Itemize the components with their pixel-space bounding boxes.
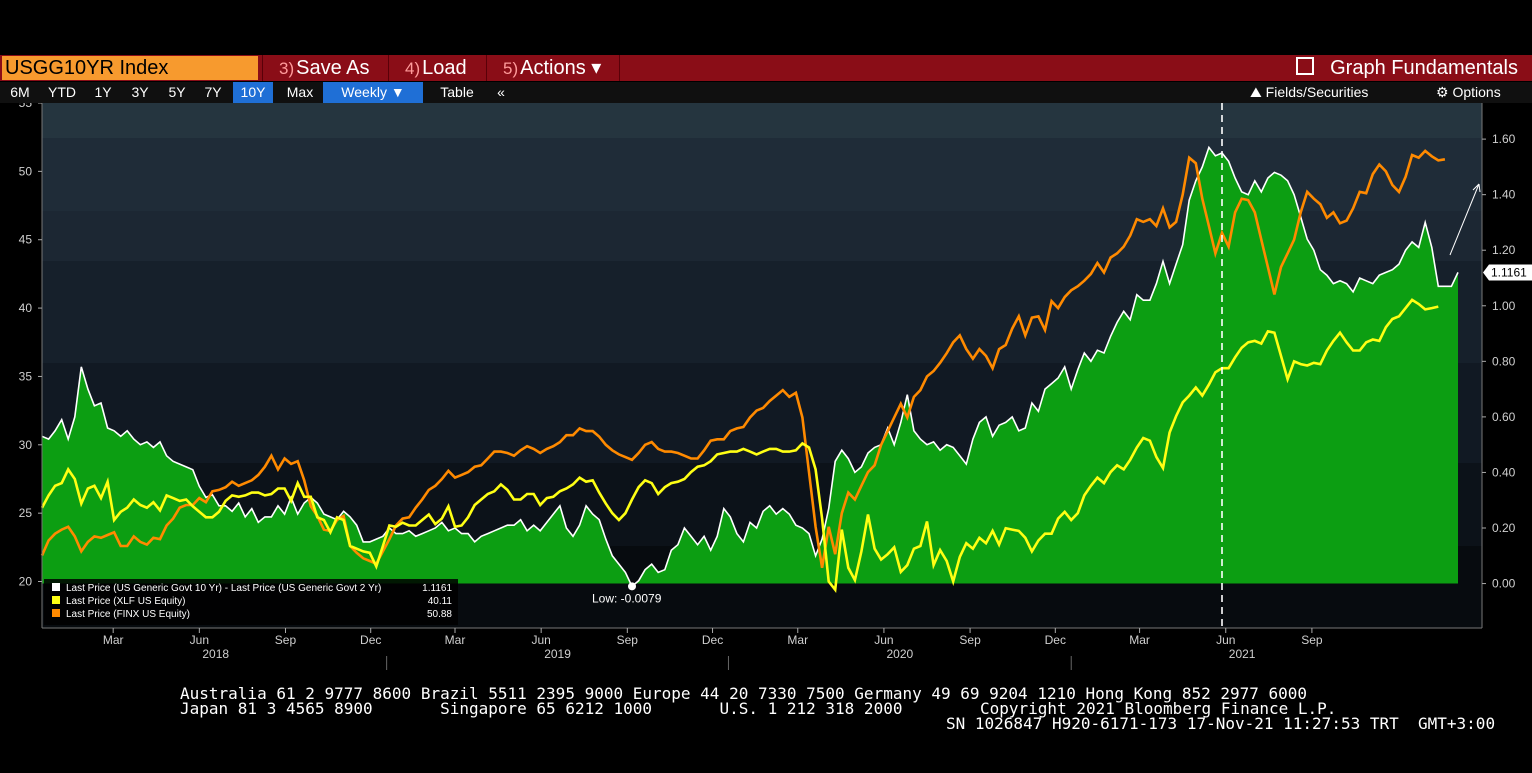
graph-fundamentals-link[interactable]: Graph Fundamentals bbox=[1296, 55, 1518, 81]
right-axis: 0.00 0.20 0.40 0.60 0.80 1.00 1.20 1.40 1.60 bbox=[1481, 103, 1516, 628]
left-tick-label: 40 bbox=[19, 301, 33, 315]
x-month-label: Sep bbox=[617, 633, 639, 647]
menu-number: 4) bbox=[405, 59, 421, 78]
fields-label: Fields/Securities bbox=[1265, 84, 1369, 100]
x-month-label: Jun bbox=[531, 633, 550, 647]
x-month-label: Jun bbox=[874, 633, 893, 647]
menu-number: 5) bbox=[503, 59, 519, 78]
left-tick-label: 50 bbox=[19, 164, 33, 178]
right-tick-label: 0.00 bbox=[1492, 577, 1516, 591]
gear-icon: ⚙ bbox=[1436, 84, 1453, 100]
left-axis: 20 25 30 35 40 45 50 55 bbox=[19, 103, 43, 628]
band bbox=[42, 103, 1482, 138]
menu-label: Load bbox=[422, 57, 467, 79]
range-ytd[interactable]: YTD bbox=[48, 84, 76, 100]
arrow-head bbox=[1472, 183, 1481, 193]
x-year-label: 2020 bbox=[886, 647, 913, 661]
finx-line bbox=[40, 149, 1446, 569]
left-tick-label: 20 bbox=[19, 575, 33, 589]
x-year-label: 2018 bbox=[202, 647, 229, 661]
chart: 20 25 30 35 40 45 50 55 0.00 0.20 0.40 0.60 0.80 1.0… bbox=[4, 103, 1532, 670]
menu-number: 3) bbox=[279, 59, 295, 78]
range-max[interactable]: Max bbox=[286, 84, 314, 100]
footer-contacts-1: Australia 61 2 9777 8600 Brazil 5511 239… bbox=[180, 684, 1308, 703]
menu-label: Actions ▾ bbox=[520, 57, 602, 79]
left-tick-label: 30 bbox=[19, 438, 33, 452]
legend-value: 50.88 bbox=[427, 609, 452, 620]
legend-swatch bbox=[52, 596, 60, 604]
save-as-button[interactable]: 3) Save As bbox=[262, 55, 386, 81]
low-dot bbox=[628, 582, 636, 591]
x-axis: Mar Jun Sep Dec Mar Jun Sep Dec Mar Jun Sep Dec Mar J… bbox=[42, 627, 1482, 670]
x-month-label: Mar bbox=[445, 633, 466, 647]
load-button[interactable]: 4) Load bbox=[388, 55, 484, 81]
fields-securities-button[interactable]: ⛰ Fields/Securities bbox=[1250, 82, 1368, 103]
legend-value: 40.11 bbox=[428, 596, 453, 607]
actions-menu[interactable]: 5) Actions ▾ bbox=[486, 55, 620, 81]
low-marker: Low: -0.0079 bbox=[592, 582, 662, 605]
x-month-label: Dec bbox=[1045, 633, 1066, 647]
graph-fundamentals-label: Graph Fundamentals bbox=[1330, 57, 1518, 79]
right-value-tag: 1.1161 bbox=[1491, 265, 1527, 279]
trend-arrow bbox=[1449, 183, 1480, 256]
legend-swatch bbox=[52, 583, 60, 591]
xlf-line bbox=[40, 298, 1439, 593]
range-10y[interactable]: 10Y bbox=[233, 82, 273, 103]
legend: Last Price (US Generic Govt 10 Yr) - Las… bbox=[44, 579, 458, 625]
left-tick-label: 55 bbox=[19, 103, 33, 110]
x-year-label: 2019 bbox=[544, 647, 571, 661]
right-value-tag-bg bbox=[1483, 264, 1532, 281]
x-month-label: Mar bbox=[1129, 633, 1150, 647]
x-month-label: Dec bbox=[360, 633, 381, 647]
legend-swatch bbox=[52, 609, 60, 617]
left-tick-label: 25 bbox=[19, 506, 33, 520]
security-input[interactable]: USGG10YR Index bbox=[2, 56, 258, 80]
right-tick-label: 0.40 bbox=[1492, 465, 1516, 479]
legend-label: Last Price (FINX US Equity) bbox=[66, 609, 190, 620]
x-month-label: Mar bbox=[787, 633, 808, 647]
right-tick-label: 1.00 bbox=[1492, 299, 1516, 313]
legend-label: Last Price (US Generic Govt 10 Yr) - Las… bbox=[66, 583, 381, 594]
x-month-label: Sep bbox=[275, 633, 297, 647]
external-link-icon bbox=[1296, 57, 1315, 75]
x-month-label: Sep bbox=[959, 633, 981, 647]
spread-area bbox=[42, 147, 1458, 587]
range-1y[interactable]: 1Y bbox=[94, 84, 112, 100]
right-tick-label: 1.60 bbox=[1492, 132, 1516, 146]
collapse-button[interactable]: « bbox=[497, 84, 505, 100]
right-tick-label: 1.40 bbox=[1492, 188, 1516, 202]
range-7y[interactable]: 7Y bbox=[204, 84, 222, 100]
table-button[interactable]: Table bbox=[440, 84, 474, 100]
low-label: Low: -0.0079 bbox=[592, 591, 662, 605]
chart-icon: ⛰ bbox=[1250, 84, 1266, 100]
right-tick-label: 1.20 bbox=[1492, 243, 1516, 257]
left-tick-label: 45 bbox=[19, 233, 33, 247]
last-value-tags: 50.8840.11 1.1161 bbox=[4, 103, 1532, 281]
x-month-label: Dec bbox=[702, 633, 723, 647]
left-value-tag: 50.88 bbox=[4, 103, 32, 106]
range-5y[interactable]: 5Y bbox=[168, 84, 186, 100]
right-tick-label: 0.20 bbox=[1492, 521, 1516, 535]
footer-contacts-2: Japan 81 3 4565 8900 Singapore 65 6212 1… bbox=[180, 699, 903, 718]
left-tick-label: 35 bbox=[19, 369, 33, 383]
footer-copyright: Copyright 2021 Bloomberg Finance L.P. bbox=[980, 699, 1337, 718]
options-button[interactable]: ⚙ Options bbox=[1436, 82, 1501, 103]
left-value-tag: 40.11 bbox=[4, 103, 31, 106]
x-year-label: 2021 bbox=[1229, 647, 1256, 661]
x-month-label: Jun bbox=[190, 633, 209, 647]
right-tick-label: 0.60 bbox=[1492, 410, 1516, 424]
legend-box bbox=[44, 579, 458, 625]
menu-label: Save As bbox=[296, 57, 370, 79]
x-month-label: Sep bbox=[1301, 633, 1323, 647]
legend-label: Last Price (XLF US Equity) bbox=[66, 596, 185, 607]
footer-session: SN 1026847 H920-6171-173 17-Nov-21 11:27… bbox=[946, 714, 1496, 733]
frequency-dropdown[interactable]: Weekly ▼ bbox=[323, 82, 423, 103]
x-month-label: Mar bbox=[103, 633, 124, 647]
x-month-label: Jun bbox=[1216, 633, 1235, 647]
range-3y[interactable]: 3Y bbox=[131, 84, 149, 100]
right-tick-label: 0.80 bbox=[1492, 354, 1516, 368]
options-label: Options bbox=[1452, 84, 1501, 100]
range-6m[interactable]: 6M bbox=[10, 84, 30, 100]
legend-value: 1.1161 bbox=[422, 583, 452, 594]
